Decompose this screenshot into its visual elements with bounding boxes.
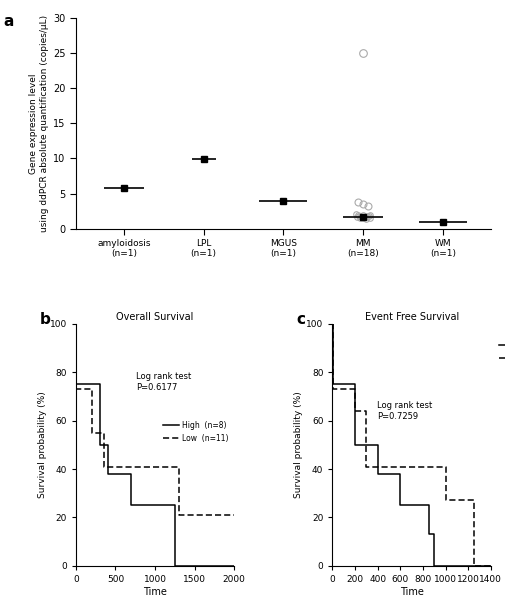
X-axis label: Time: Time [143, 587, 167, 597]
Y-axis label: Survival probability (%): Survival probability (%) [294, 391, 303, 498]
Text: c: c [295, 312, 305, 327]
Legend: High  (n=8), Low  (n=11): High (n=8), Low (n=11) [497, 340, 505, 365]
Legend: High  (n=8), Low  (n=11): High (n=8), Low (n=11) [161, 420, 230, 444]
Y-axis label: Survival probability (%): Survival probability (%) [38, 391, 47, 498]
Title: Overall Survival: Overall Survival [116, 312, 193, 321]
Text: a: a [4, 14, 14, 29]
Text: Log rank test
P=0.6177: Log rank test P=0.6177 [136, 372, 191, 391]
X-axis label: Time: Time [399, 587, 423, 597]
Y-axis label: Gene expression level
using ddPCR absolute quantification (copies/μL): Gene expression level using ddPCR absolu… [29, 15, 48, 232]
Title: Event Free Survival: Event Free Survival [364, 312, 458, 321]
Text: b: b [39, 312, 50, 327]
Text: Log rank test
P=0.7259: Log rank test P=0.7259 [376, 401, 431, 421]
